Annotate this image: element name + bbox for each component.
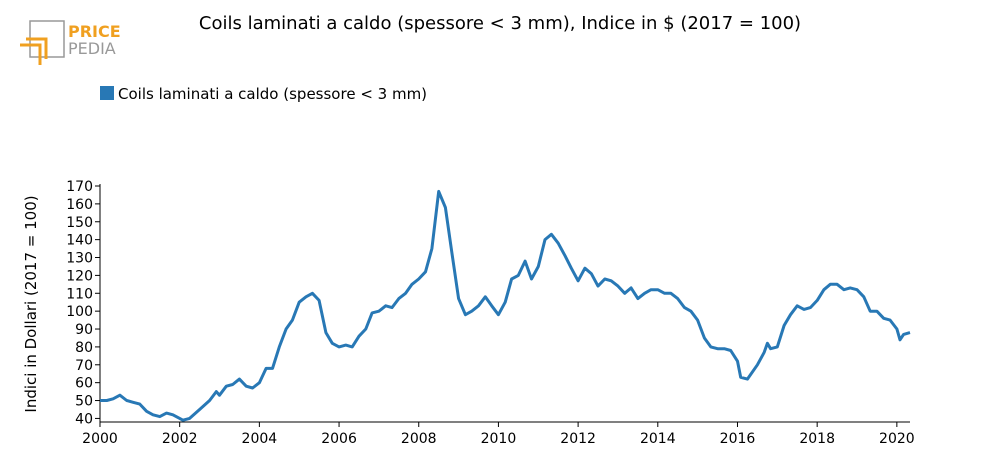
x-tick-label: 2006 bbox=[321, 431, 357, 447]
x-tick-label: 2018 bbox=[799, 431, 835, 447]
y-tick-label: 170 bbox=[66, 179, 93, 195]
legend: Coils laminati a caldo (spessore < 3 mm) bbox=[100, 85, 427, 103]
x-tick-label: 2000 bbox=[82, 431, 118, 447]
series-layer bbox=[100, 189, 911, 422]
y-tick-label: 140 bbox=[66, 233, 93, 249]
y-tick-label: 110 bbox=[66, 286, 93, 302]
y-tick-label: 40 bbox=[75, 411, 93, 427]
pricepedia-logo: PRICE PEDIA bbox=[20, 20, 121, 65]
y-axis-label: Indici in Dollari (2017 = 100) bbox=[22, 195, 40, 412]
x-tick-label: 2020 bbox=[879, 431, 915, 447]
x-tick-label: 2002 bbox=[162, 431, 198, 447]
logo-bracket-orange-inner bbox=[26, 37, 48, 59]
y-tick-label: 80 bbox=[75, 340, 93, 356]
y-tick-label: 130 bbox=[66, 251, 93, 267]
x-tick-label: 2016 bbox=[720, 431, 756, 447]
logo-text-pedia: PEDIA bbox=[68, 39, 116, 58]
x-tick-label: 2012 bbox=[560, 431, 596, 447]
y-tick-label: 50 bbox=[75, 394, 93, 410]
y-tick-label: 150 bbox=[66, 215, 93, 231]
x-tick-label: 2014 bbox=[640, 431, 676, 447]
chart-title: Coils laminati a caldo (spessore < 3 mm)… bbox=[199, 13, 801, 34]
x-tick-label: 2004 bbox=[242, 431, 278, 447]
logo-bracket-orange bbox=[20, 43, 42, 65]
y-tick-label: 90 bbox=[75, 322, 93, 338]
y-tick-label: 120 bbox=[66, 268, 93, 284]
y-tick-label: 160 bbox=[66, 197, 93, 213]
x-ticks: 2000 2002 2004 2006 2008 2010 2012 2014 2016 2018… bbox=[82, 422, 915, 447]
series-line-0 bbox=[100, 189, 911, 422]
x-tick-label: 2010 bbox=[481, 431, 517, 447]
legend-label: Coils laminati a caldo (spessore < 3 mm) bbox=[118, 85, 427, 103]
legend-swatch bbox=[100, 86, 114, 100]
y-tick-label: 70 bbox=[75, 358, 93, 374]
y-tick-label: 100 bbox=[66, 304, 93, 320]
logo-text-price: PRICE bbox=[68, 22, 121, 41]
x-tick-label: 2008 bbox=[401, 431, 437, 447]
y-tick-label: 60 bbox=[75, 376, 93, 392]
